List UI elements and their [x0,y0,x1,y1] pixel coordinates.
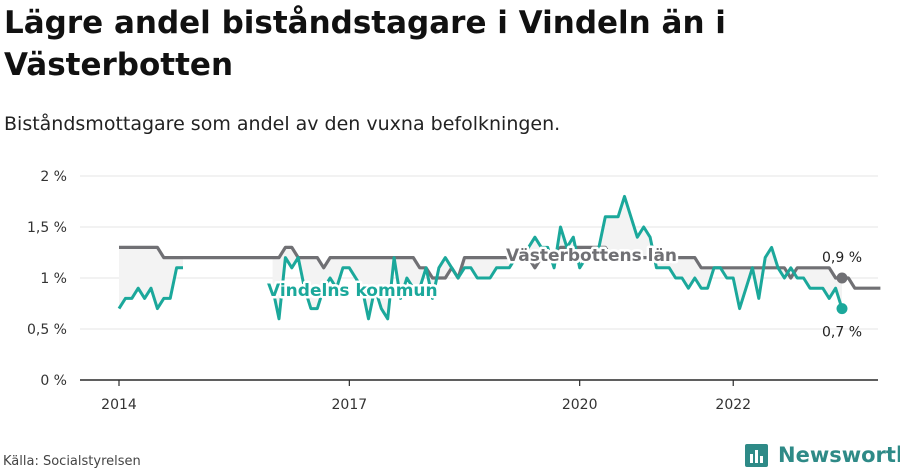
brand-name: Newsworthy [778,443,900,467]
y-tick-label: 2 % [40,169,67,185]
grid-lines [80,175,878,330]
end-marker-vasterbottens-lan [836,272,848,284]
difference-band [119,247,183,309]
series-line-vindelns-kommun [117,194,844,321]
end-value-label-vasterbottens-lan: 0,9 % [822,250,862,266]
bar-chart-icon [745,443,768,467]
series-lines [117,194,881,321]
chart-title: Lägre andel biståndstagare i Vindeln än … [4,5,726,83]
end-value-label-vindelns-kommun: 0,7 % [822,325,862,341]
x-tick-label: 2020 [562,397,598,413]
end-marker-vindelns-kommun [836,303,848,315]
x-tick-label: 2022 [715,397,751,413]
y-tick-label: 0 % [40,373,67,389]
series-label-vindelns-kommun: Vindelns kommun [267,281,438,301]
line-chart: 0 % 0,5 % 1 % 1,5 % 2 % 2014 2017 2020 2022 0,9 … [27,169,881,413]
series-label-vasterbottens-lan-halo: Västerbottens län [506,246,677,266]
axes: 0 % 0,5 % 1 % 1,5 % 2 % 2014 2017 2020 2022 [27,169,878,413]
newsworthy-logo[interactable]: Newsworthy [744,440,900,470]
series-labels: 0,9 %0,7 %Västerbottens länVästerbottens… [265,244,863,341]
series-label-vasterbottens-lan: Västerbottens län [506,246,677,266]
source-note: Källa: Socialstyrelsen [3,454,141,469]
x-tick-label: 2017 [332,397,368,413]
y-tick-label: 1 % [40,271,67,287]
x-tick-label: 2014 [101,397,137,413]
chart-subtitle: Biståndsmottagare som andel av den vuxna… [4,113,561,135]
y-tick-label: 0,5 % [27,322,67,338]
series-label-vindelns-kommun-halo: Vindelns kommun [267,281,438,301]
y-tick-label: 1,5 % [27,220,67,236]
